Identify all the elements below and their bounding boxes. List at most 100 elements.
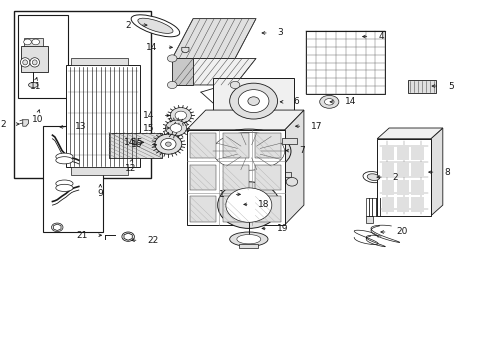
- Ellipse shape: [167, 81, 177, 89]
- Text: 7: 7: [299, 146, 305, 155]
- Bar: [24, 39, 43, 45]
- Ellipse shape: [138, 18, 173, 33]
- Bar: [381, 145, 394, 160]
- Bar: [410, 197, 423, 212]
- Ellipse shape: [32, 39, 40, 45]
- Ellipse shape: [362, 172, 383, 183]
- Bar: [14, 12, 150, 178]
- Ellipse shape: [324, 99, 333, 105]
- Text: 16: 16: [130, 140, 142, 149]
- Bar: [186, 130, 284, 225]
- Ellipse shape: [56, 184, 73, 192]
- Bar: [410, 145, 423, 160]
- Text: 20: 20: [396, 228, 407, 237]
- Text: 5: 5: [447, 82, 453, 91]
- Ellipse shape: [32, 60, 37, 65]
- Ellipse shape: [170, 108, 191, 123]
- Bar: [70, 58, 128, 65]
- Ellipse shape: [56, 157, 73, 164]
- Bar: [189, 133, 216, 158]
- Ellipse shape: [165, 142, 171, 146]
- Ellipse shape: [206, 129, 290, 174]
- Ellipse shape: [23, 60, 27, 65]
- Bar: [255, 196, 281, 222]
- Bar: [189, 165, 216, 190]
- Bar: [239, 244, 258, 248]
- Text: 13: 13: [75, 122, 87, 131]
- Bar: [410, 180, 423, 195]
- Ellipse shape: [155, 134, 182, 154]
- Polygon shape: [186, 110, 303, 130]
- Text: 22: 22: [147, 236, 158, 245]
- Bar: [18, 15, 68, 98]
- Polygon shape: [172, 58, 193, 85]
- Ellipse shape: [366, 174, 379, 180]
- Text: 6: 6: [293, 97, 299, 106]
- Ellipse shape: [170, 124, 182, 132]
- Bar: [381, 180, 394, 195]
- Polygon shape: [53, 224, 61, 230]
- Bar: [366, 198, 384, 216]
- Text: 15: 15: [142, 123, 154, 132]
- Bar: [381, 162, 394, 177]
- Bar: [366, 216, 373, 223]
- Text: 14: 14: [142, 111, 154, 120]
- Ellipse shape: [161, 138, 176, 150]
- Ellipse shape: [230, 81, 239, 89]
- Ellipse shape: [24, 39, 31, 45]
- Polygon shape: [284, 110, 303, 225]
- Text: 1: 1: [219, 190, 224, 199]
- Bar: [212, 78, 294, 125]
- Bar: [109, 133, 162, 158]
- Bar: [70, 167, 128, 175]
- Text: 14: 14: [146, 43, 158, 52]
- Bar: [222, 196, 248, 222]
- Ellipse shape: [319, 95, 338, 108]
- Ellipse shape: [247, 97, 259, 105]
- Bar: [222, 133, 248, 158]
- Text: 12: 12: [125, 164, 137, 173]
- Ellipse shape: [285, 177, 297, 186]
- Text: 14: 14: [123, 138, 135, 147]
- Text: 14: 14: [344, 97, 355, 106]
- Text: 3: 3: [277, 28, 283, 37]
- Text: 2: 2: [0, 120, 5, 129]
- Ellipse shape: [238, 90, 268, 113]
- Text: 8: 8: [443, 168, 449, 177]
- Bar: [255, 133, 281, 158]
- Ellipse shape: [28, 82, 38, 87]
- Bar: [282, 138, 296, 144]
- Bar: [189, 196, 216, 222]
- Bar: [396, 180, 408, 195]
- Bar: [305, 31, 385, 94]
- Text: 19: 19: [276, 224, 287, 233]
- Text: 18: 18: [258, 200, 269, 209]
- Text: 10: 10: [32, 114, 44, 123]
- Ellipse shape: [122, 232, 134, 241]
- Ellipse shape: [225, 188, 271, 222]
- Polygon shape: [376, 128, 442, 139]
- Text: 4: 4: [377, 32, 383, 41]
- Polygon shape: [172, 19, 256, 58]
- Text: 21: 21: [76, 231, 88, 240]
- Polygon shape: [430, 128, 442, 216]
- Ellipse shape: [229, 232, 267, 246]
- Ellipse shape: [175, 111, 186, 120]
- Bar: [396, 197, 408, 212]
- Bar: [410, 162, 423, 177]
- Text: 9: 9: [97, 189, 103, 198]
- Ellipse shape: [165, 120, 186, 136]
- Bar: [407, 80, 435, 93]
- Bar: [222, 165, 248, 190]
- Text: 11: 11: [30, 82, 41, 91]
- Ellipse shape: [131, 15, 180, 37]
- Ellipse shape: [217, 182, 280, 228]
- Ellipse shape: [30, 58, 40, 67]
- Text: 15: 15: [132, 138, 143, 147]
- Bar: [66, 65, 140, 167]
- Ellipse shape: [56, 180, 73, 187]
- Text: 2: 2: [125, 21, 131, 30]
- Text: 17: 17: [310, 122, 322, 131]
- Ellipse shape: [229, 83, 277, 119]
- Bar: [381, 197, 394, 212]
